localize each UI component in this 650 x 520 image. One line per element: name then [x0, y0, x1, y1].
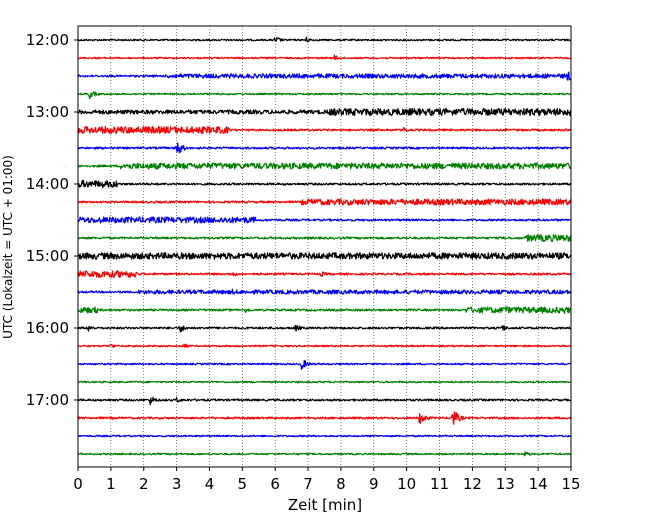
- x-tick-label: 12: [463, 475, 482, 493]
- x-tick-label: 11: [430, 475, 449, 493]
- y-tick-label: 13:00: [26, 103, 69, 121]
- trace-1600: [77, 324, 572, 333]
- trace-1300: [77, 107, 572, 117]
- y-axis-ticks: 12:00 13:00 14:00 15:00 16:00 17:00: [26, 31, 78, 409]
- x-tick-label: 0: [73, 475, 83, 493]
- y-tick-label: 17:00: [26, 391, 69, 409]
- x-tick-label: 6: [270, 475, 280, 493]
- x-tick-label: 3: [172, 475, 182, 493]
- trace-1645: [77, 380, 572, 384]
- x-tick-label: 9: [369, 475, 379, 493]
- trace-1245: [77, 91, 572, 100]
- trace-1730: [77, 434, 572, 438]
- y-tick-label: 12:00: [26, 31, 69, 49]
- y-tick-label: 16:00: [26, 319, 69, 337]
- trace-1430: [77, 216, 572, 224]
- trace-1200: [77, 36, 572, 43]
- trace-1230: [77, 71, 572, 81]
- trace-1530: [77, 288, 572, 295]
- trace-1500: [77, 252, 572, 260]
- x-axis-label: Zeit [min]: [288, 496, 362, 514]
- x-tick-label: 2: [139, 475, 149, 493]
- x-tick-label: 13: [496, 475, 515, 493]
- x-tick-label: 10: [397, 475, 416, 493]
- trace-1415: [77, 198, 572, 206]
- x-tick-label: 4: [205, 475, 215, 493]
- seismic-traces: [77, 36, 572, 457]
- trace-1345: [77, 162, 572, 170]
- plot-frame: [77, 25, 572, 468]
- x-tick-label: 8: [336, 475, 346, 493]
- x-tick-label: 1: [106, 475, 116, 493]
- trace-1515: [77, 270, 572, 279]
- trace-1630: [77, 359, 572, 370]
- x-tick-label: 15: [561, 475, 580, 493]
- y-tick-label: 14:00: [26, 175, 69, 193]
- x-axis-ticks: 0 1 2 3 4 5 6 7 8 9 10 11 12 13 14 15: [73, 467, 581, 493]
- y-tick-label: 15:00: [26, 247, 69, 265]
- trace-1315: [77, 125, 572, 135]
- trace-1445: [77, 233, 572, 243]
- trace-1745: [77, 451, 572, 457]
- y-axis-label: UTC (Lokalzeit = UTC + 01:00): [1, 155, 15, 339]
- trace-1700: [77, 396, 572, 406]
- trace-1545: [77, 306, 572, 314]
- x-tick-label: 7: [303, 475, 313, 493]
- trace-1400: [77, 179, 572, 189]
- trace-1215: [77, 54, 572, 60]
- x-tick-label: 5: [238, 475, 248, 493]
- trace-1615: [77, 343, 572, 349]
- trace-1330: [77, 142, 572, 154]
- trace-1715: [77, 411, 572, 425]
- x-tick-label: 14: [529, 475, 548, 493]
